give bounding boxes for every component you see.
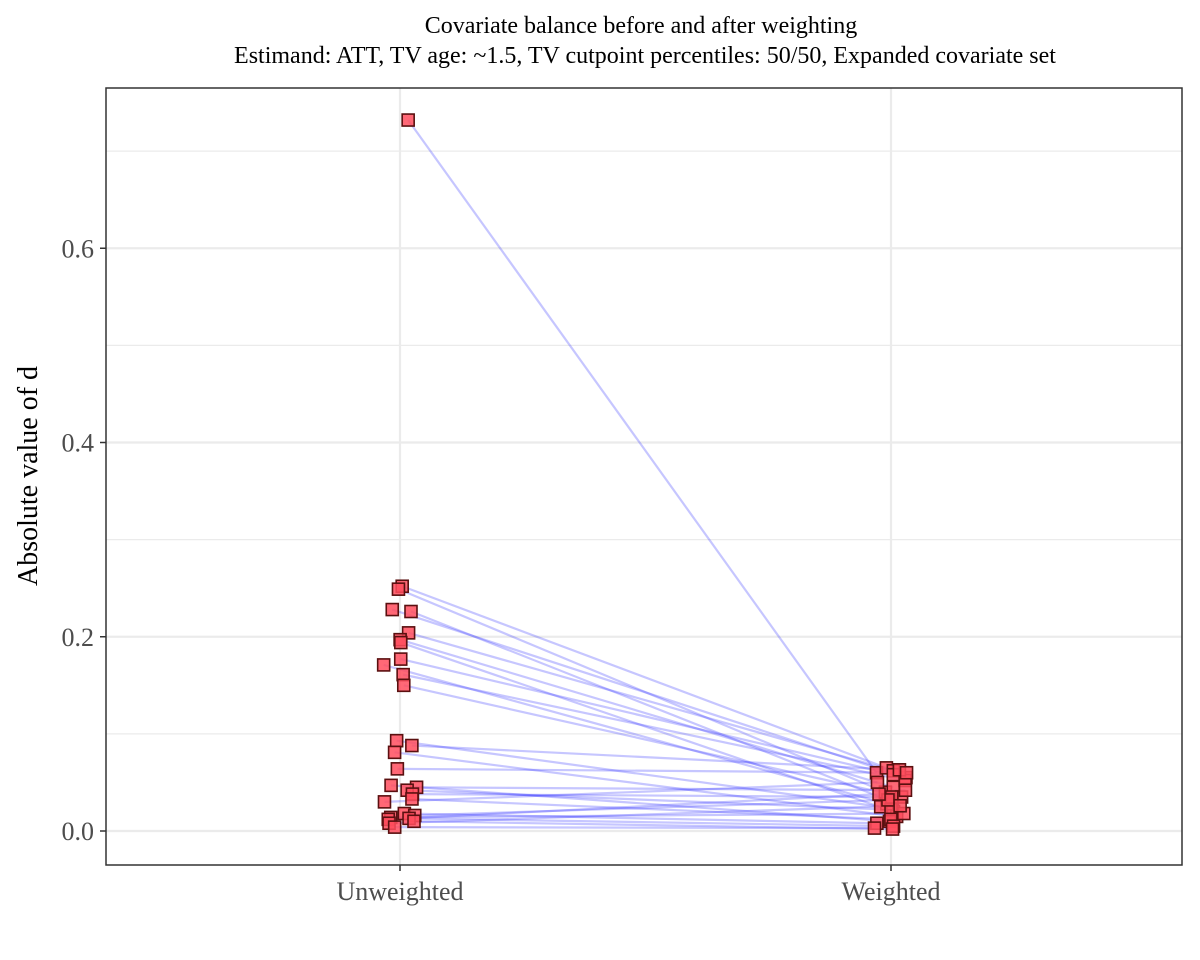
connector-line bbox=[413, 820, 893, 831]
connector-line bbox=[394, 751, 897, 818]
connector-line bbox=[407, 119, 878, 774]
connector-line bbox=[401, 585, 887, 769]
chart-subtitle: Estimand: ATT, TV age: ~1.5, TV cutpoint… bbox=[234, 43, 1056, 69]
y-tick-label: 0.2 bbox=[62, 623, 95, 652]
connector-line bbox=[404, 812, 877, 825]
point-unweighted bbox=[391, 582, 406, 596]
point-unweighted bbox=[396, 678, 411, 693]
connector-line bbox=[384, 781, 878, 803]
point-unweighted bbox=[393, 652, 408, 666]
y-axis: 0.0 0.2 0.4 0.6 bbox=[62, 234, 106, 846]
connector-line bbox=[388, 793, 880, 821]
point-unweighted bbox=[401, 113, 415, 127]
point-unweighted bbox=[376, 658, 391, 672]
connector-line bbox=[410, 610, 893, 803]
point-unweighted bbox=[385, 602, 400, 617]
point-unweighted bbox=[387, 745, 402, 760]
point-unweighted bbox=[405, 738, 419, 753]
point-unweighted bbox=[407, 814, 421, 829]
point-weighted bbox=[899, 765, 914, 780]
connector-line bbox=[408, 631, 894, 772]
connector-line bbox=[403, 684, 902, 799]
y-tick-label: 0.0 bbox=[62, 817, 95, 846]
point-unweighted bbox=[377, 795, 392, 809]
point-weighted bbox=[885, 822, 900, 836]
connector-line bbox=[400, 658, 894, 776]
point-unweighted bbox=[404, 604, 418, 619]
point-unweighted bbox=[405, 792, 419, 806]
connector-line bbox=[397, 767, 907, 774]
connector-line bbox=[411, 744, 900, 771]
panel-border bbox=[105, 87, 1183, 866]
connector-line bbox=[383, 663, 888, 805]
gridlines bbox=[106, 88, 1182, 865]
connector-line bbox=[409, 817, 894, 828]
connector-line bbox=[399, 638, 894, 789]
point-unweighted bbox=[390, 762, 405, 776]
connector-line bbox=[389, 804, 901, 825]
connector-line bbox=[407, 789, 892, 811]
x-tick-label: Weighted bbox=[842, 877, 941, 906]
x-tick-label: Unweighted bbox=[336, 877, 463, 906]
connector-line bbox=[391, 608, 907, 779]
point-weighted bbox=[870, 775, 885, 790]
connector-line bbox=[400, 641, 894, 813]
point-weighted bbox=[867, 821, 882, 835]
point-unweighted bbox=[387, 820, 402, 834]
x-axis: Unweighted Weighted bbox=[336, 865, 941, 906]
connector-line bbox=[416, 786, 906, 792]
connector-line bbox=[411, 797, 891, 821]
point-unweighted bbox=[389, 733, 404, 748]
y-tick-label: 0.6 bbox=[62, 234, 95, 263]
y-tick-label: 0.4 bbox=[62, 429, 95, 458]
point-weighted bbox=[898, 783, 913, 798]
connector-line bbox=[390, 812, 904, 819]
connector-line bbox=[402, 673, 906, 782]
connector-line bbox=[412, 792, 892, 799]
connector-lines bbox=[383, 119, 907, 831]
data-points bbox=[376, 113, 914, 836]
connector-line bbox=[396, 739, 881, 808]
y-axis-title: Absolute value of d bbox=[13, 366, 44, 586]
connector-line bbox=[398, 588, 886, 794]
connector-line bbox=[394, 826, 875, 830]
connector-line bbox=[391, 784, 890, 823]
point-weighted bbox=[893, 798, 907, 813]
chart-title: Covariate balance before and after weigh… bbox=[425, 13, 857, 39]
plot-panel bbox=[106, 88, 1182, 865]
connector-line bbox=[414, 798, 889, 817]
point-weighted bbox=[872, 787, 886, 801]
point-unweighted bbox=[384, 778, 398, 793]
point-unweighted bbox=[393, 635, 408, 650]
